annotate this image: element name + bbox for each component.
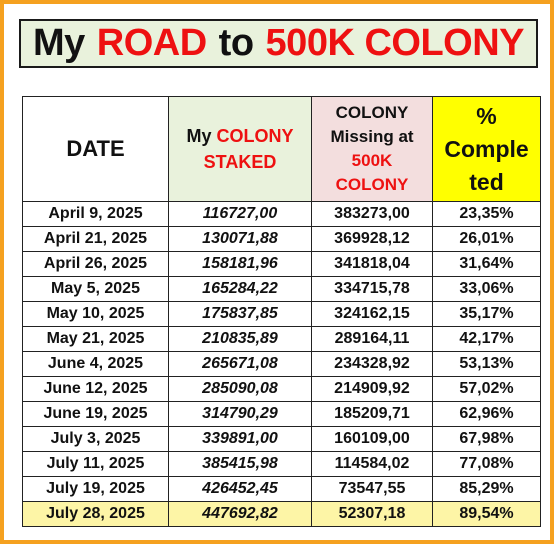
cell-percent: 31,64% — [432, 251, 541, 277]
cell-date: May 10, 2025 — [22, 301, 169, 327]
cell-missing: 341818,04 — [311, 251, 433, 277]
table-row: April 21, 2025 130071,88 369928,12 26,01% — [22, 226, 541, 252]
cell-percent: 42,17% — [432, 326, 541, 352]
cell-staked: 130071,88 — [168, 226, 312, 252]
cell-missing: 214909,92 — [311, 376, 433, 402]
header-colony-missing: COLONY Missing at 500K COLONY — [311, 96, 433, 202]
cell-staked: 314790,29 — [168, 401, 312, 427]
cell-percent: 53,13% — [432, 351, 541, 377]
cell-percent: 35,17% — [432, 301, 541, 327]
cell-missing: 369928,12 — [311, 226, 433, 252]
cell-missing: 185209,71 — [311, 401, 433, 427]
table-row: May 10, 2025 175837,85 324162,15 35,17% — [22, 301, 541, 327]
table-row: May 21, 2025 210835,89 289164,11 42,17% — [22, 326, 541, 352]
cell-staked: 165284,22 — [168, 276, 312, 302]
table-row: July 19, 2025 426452,45 73547,55 85,29% — [22, 476, 541, 502]
cell-missing: 334715,78 — [311, 276, 433, 302]
cell-date: July 28, 2025 — [22, 501, 169, 527]
table-row: May 5, 2025 165284,22 334715,78 33,06% — [22, 276, 541, 302]
cell-percent: 26,01% — [432, 226, 541, 252]
cell-missing: 289164,11 — [311, 326, 433, 352]
cell-staked: 116727,00 — [168, 201, 312, 227]
cell-date: May 21, 2025 — [22, 326, 169, 352]
title-my: My — [32, 22, 85, 64]
header-percent-completed: % Comple ted — [432, 96, 541, 202]
progress-table: DATE My COLONY STAKED COLONY Missing at … — [22, 96, 541, 527]
table-body: April 9, 2025 116727,00 383273,00 23,35% Apr… — [22, 201, 541, 527]
table-row: July 3, 2025 339891,00 160109,00 67,98% — [22, 426, 541, 452]
cell-date: April 9, 2025 — [22, 201, 169, 227]
cell-staked: 158181,96 — [168, 251, 312, 277]
cell-percent: 67,98% — [432, 426, 541, 452]
cell-missing: 73547,55 — [311, 476, 433, 502]
cell-date: April 26, 2025 — [22, 251, 169, 277]
cell-percent: 62,96% — [432, 401, 541, 427]
cell-percent: 33,06% — [432, 276, 541, 302]
cell-date: July 19, 2025 — [22, 476, 169, 502]
cell-missing: 114584,02 — [311, 451, 433, 477]
cell-missing: 160109,00 — [311, 426, 433, 452]
cell-percent: 77,08% — [432, 451, 541, 477]
cell-staked: 385415,98 — [168, 451, 312, 477]
cell-percent: 23,35% — [432, 201, 541, 227]
title-500k-colony: 500K COLONY — [265, 22, 525, 64]
cell-percent: 57,02% — [432, 376, 541, 402]
cell-date: June 12, 2025 — [22, 376, 169, 402]
table-row: June 12, 2025 285090,08 214909,92 57,02% — [22, 376, 541, 402]
cell-percent: 89,54% — [432, 501, 541, 527]
cell-date: April 21, 2025 — [22, 226, 169, 252]
cell-missing: 324162,15 — [311, 301, 433, 327]
cell-staked: 175837,85 — [168, 301, 312, 327]
cell-date: June 4, 2025 — [22, 351, 169, 377]
cell-date: June 19, 2025 — [22, 401, 169, 427]
table-row: April 9, 2025 116727,00 383273,00 23,35% — [22, 201, 541, 227]
cell-staked: 339891,00 — [168, 426, 312, 452]
cell-staked: 447692,82 — [168, 501, 312, 527]
table-row: June 4, 2025 265671,08 234328,92 53,13% — [22, 351, 541, 377]
cell-percent: 85,29% — [432, 476, 541, 502]
table-header-row: DATE My COLONY STAKED COLONY Missing at … — [22, 96, 541, 202]
table-row: July 28, 2025 447692,82 52307,18 89,54% — [22, 501, 541, 527]
cell-missing: 234328,92 — [311, 351, 433, 377]
title-road: ROAD — [96, 22, 207, 64]
table-row: June 19, 2025 314790,29 185209,71 62,96% — [22, 401, 541, 427]
cell-date: July 3, 2025 — [22, 426, 169, 452]
cell-missing: 52307,18 — [311, 501, 433, 527]
cell-missing: 383273,00 — [311, 201, 433, 227]
cell-staked: 210835,89 — [168, 326, 312, 352]
cell-date: May 5, 2025 — [22, 276, 169, 302]
header-date: DATE — [22, 96, 169, 202]
table-row: July 11, 2025 385415,98 114584,02 77,08% — [22, 451, 541, 477]
title-to: to — [218, 22, 254, 64]
cell-staked: 285090,08 — [168, 376, 312, 402]
cell-date: July 11, 2025 — [22, 451, 169, 477]
header-colony-staked: My COLONY STAKED — [168, 96, 312, 202]
page-title: My ROAD to 500K COLONY — [19, 19, 538, 68]
cell-staked: 426452,45 — [168, 476, 312, 502]
cell-staked: 265671,08 — [168, 351, 312, 377]
table-row: April 26, 2025 158181,96 341818,04 31,64% — [22, 251, 541, 277]
